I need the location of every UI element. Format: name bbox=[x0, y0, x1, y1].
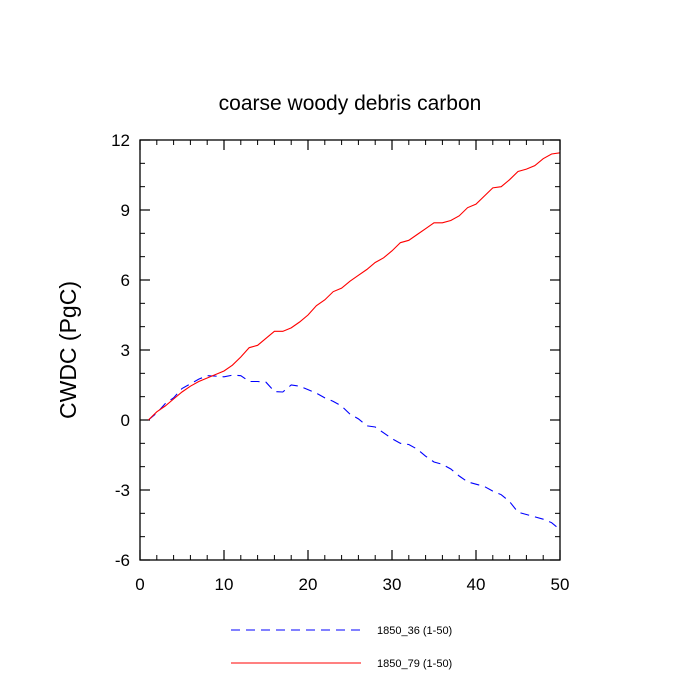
x-tick-label: 0 bbox=[135, 575, 144, 594]
legend: 1850_36 (1-50) 1850_79 (1-50) bbox=[231, 625, 452, 670]
axis-ticks: 0 10 20 30 40 50 -6 -3 0 3 6 9 12 bbox=[111, 131, 569, 594]
y-tick-label: 3 bbox=[121, 341, 130, 360]
x-tick-label: 20 bbox=[299, 575, 318, 594]
y-tick-label: 6 bbox=[121, 271, 130, 290]
plot-lines bbox=[148, 152, 561, 531]
y-tick-label: -3 bbox=[115, 481, 130, 500]
series-line-1 bbox=[148, 374, 561, 531]
series-line-2 bbox=[148, 152, 561, 421]
x-tick-label: 40 bbox=[467, 575, 486, 594]
legend-label-1: 1850_36 (1-50) bbox=[377, 625, 452, 637]
y-tick-label: 12 bbox=[111, 131, 130, 150]
legend-label-2: 1850_79 (1-50) bbox=[377, 658, 452, 670]
y-tick-label: 9 bbox=[121, 201, 130, 220]
plot-frame bbox=[139, 139, 561, 561]
x-tick-label: 50 bbox=[551, 575, 570, 594]
chart-title: coarse woody debris carbon bbox=[219, 92, 482, 115]
y-tick-label: -6 bbox=[115, 551, 130, 570]
x-tick-label: 10 bbox=[215, 575, 234, 594]
x-tick-label: 30 bbox=[383, 575, 402, 594]
y-axis-label: CWDC (PgC) bbox=[55, 281, 81, 419]
y-tick-label: 0 bbox=[121, 411, 130, 430]
